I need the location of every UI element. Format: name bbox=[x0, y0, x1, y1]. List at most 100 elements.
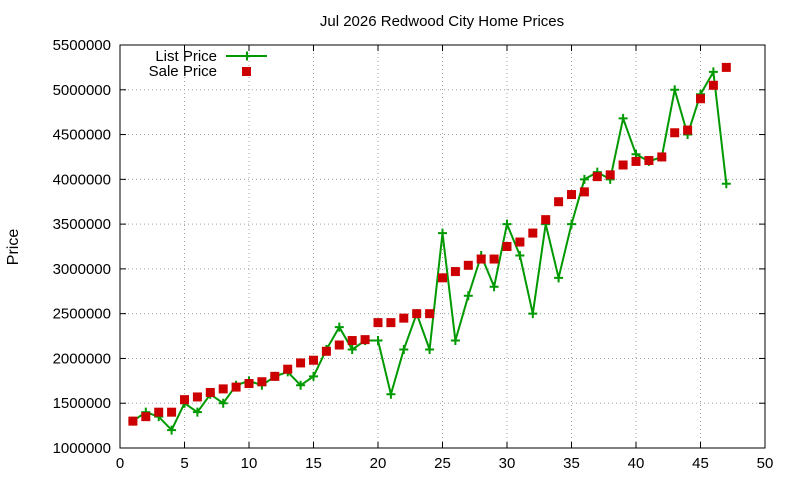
y-tick-label: 2000000 bbox=[53, 350, 111, 367]
sale-price-point bbox=[218, 384, 228, 394]
legend-label-list-price: List Price bbox=[155, 48, 217, 65]
sale-price-point bbox=[644, 156, 654, 166]
plot-frame bbox=[119, 44, 766, 449]
series-layer bbox=[128, 62, 731, 435]
list-price-point bbox=[502, 219, 512, 229]
x-tick-label: 20 bbox=[370, 455, 387, 472]
list-price-point bbox=[425, 344, 435, 354]
sale-price-point bbox=[257, 377, 267, 387]
y-tick-label: 5500000 bbox=[53, 37, 111, 54]
list-price-point bbox=[618, 113, 628, 123]
x-tick-label: 5 bbox=[180, 455, 188, 472]
sale-price-point bbox=[438, 273, 447, 283]
sale-price-point bbox=[231, 382, 241, 392]
sale-price-point bbox=[167, 407, 177, 417]
list-price-point bbox=[309, 371, 318, 381]
sale-price-point bbox=[205, 387, 215, 397]
sale-price-point bbox=[192, 392, 202, 402]
sale-price-point bbox=[605, 170, 615, 180]
y-tick-label: 1000000 bbox=[53, 440, 111, 457]
sale-price-point bbox=[631, 156, 641, 166]
y-tick-label: 5000000 bbox=[53, 82, 111, 99]
list-price-line bbox=[132, 70, 728, 432]
sale-price-point bbox=[515, 237, 525, 247]
sale-price-point bbox=[683, 125, 693, 135]
list-price-point bbox=[218, 398, 228, 408]
sale-price-point bbox=[128, 416, 138, 426]
y-axis-label: Price bbox=[5, 229, 22, 266]
y-tick-label: 1500000 bbox=[53, 395, 111, 412]
sale-price-point bbox=[283, 364, 293, 374]
sale-price-point bbox=[502, 242, 512, 251]
list-price-point bbox=[721, 179, 731, 189]
y-tick-label: 2500000 bbox=[53, 306, 111, 323]
sale-price-point bbox=[296, 358, 306, 368]
list-price-point bbox=[296, 380, 306, 390]
x-tick-label: 45 bbox=[692, 455, 709, 472]
sale-price-point bbox=[141, 412, 151, 422]
sale-price-point bbox=[270, 371, 280, 381]
x-tick-label: 40 bbox=[628, 455, 645, 472]
sale-price-point bbox=[541, 215, 551, 225]
sale-price-point bbox=[425, 309, 435, 319]
list-price-point bbox=[489, 282, 499, 292]
list-price-point bbox=[334, 322, 344, 332]
list-price-point bbox=[373, 336, 383, 346]
sale-price-point bbox=[347, 336, 357, 346]
sale-price-point bbox=[180, 395, 189, 405]
list-price-point bbox=[708, 67, 718, 77]
x-tick-label: 10 bbox=[241, 455, 258, 472]
sale-price-point bbox=[412, 309, 422, 319]
list-price-point bbox=[528, 309, 538, 319]
sale-price-point bbox=[309, 355, 318, 365]
sale-price-point bbox=[554, 197, 564, 207]
sale-price-point bbox=[618, 160, 628, 170]
legend: List Price Sale Price bbox=[149, 48, 267, 80]
axis-ticks: 0 5 10 15 20 25 30 35 40 45 50 1000000 1500000 200000… bbox=[53, 37, 774, 472]
legend-marker-list-price bbox=[242, 51, 252, 61]
y-tick-label: 4500000 bbox=[53, 127, 111, 144]
x-tick-label: 50 bbox=[757, 455, 774, 472]
x-tick-label: 35 bbox=[563, 455, 580, 472]
list-price-point bbox=[167, 425, 177, 435]
sale-price-point bbox=[450, 267, 460, 277]
list-price-point bbox=[463, 291, 473, 301]
sale-price-point bbox=[489, 254, 499, 264]
x-tick-label: 0 bbox=[116, 455, 124, 472]
list-price-point bbox=[579, 174, 589, 184]
list-price-point bbox=[192, 407, 202, 417]
sale-price-point bbox=[592, 172, 602, 182]
x-tick-label: 15 bbox=[305, 455, 322, 472]
sale-price-point bbox=[476, 254, 486, 264]
list-price-point bbox=[399, 344, 409, 354]
y-tick-label: 3500000 bbox=[53, 216, 111, 233]
sale-price-point bbox=[657, 152, 667, 162]
sale-price-point bbox=[528, 228, 538, 238]
list-price-point bbox=[670, 85, 680, 95]
y-tick-label: 4000000 bbox=[53, 171, 111, 188]
sale-price-point bbox=[670, 128, 680, 138]
x-tick-label: 30 bbox=[499, 455, 516, 472]
sale-price-point bbox=[708, 80, 718, 90]
sale-price-point bbox=[373, 318, 383, 328]
y-tick-label: 3000000 bbox=[53, 261, 111, 278]
x-tick-label: 25 bbox=[434, 455, 451, 472]
sale-price-point bbox=[154, 407, 164, 417]
sale-price-point bbox=[386, 318, 396, 328]
list-price-point bbox=[450, 336, 460, 346]
list-price-point bbox=[554, 273, 564, 283]
sale-price-point bbox=[567, 190, 576, 200]
sale-price-point bbox=[244, 379, 254, 389]
sale-price-point bbox=[463, 260, 473, 270]
sale-price-point bbox=[360, 335, 370, 345]
sale-price-point bbox=[579, 187, 589, 197]
legend-label-sale-price: Sale Price bbox=[149, 63, 217, 80]
list-price-point bbox=[438, 228, 447, 238]
sale-price-point bbox=[334, 340, 344, 350]
sale-price-point bbox=[696, 94, 705, 104]
grid bbox=[120, 45, 765, 448]
list-price-point bbox=[515, 250, 525, 260]
chart-title: Jul 2026 Redwood City Home Prices bbox=[320, 13, 564, 30]
list-price-point bbox=[347, 344, 357, 354]
